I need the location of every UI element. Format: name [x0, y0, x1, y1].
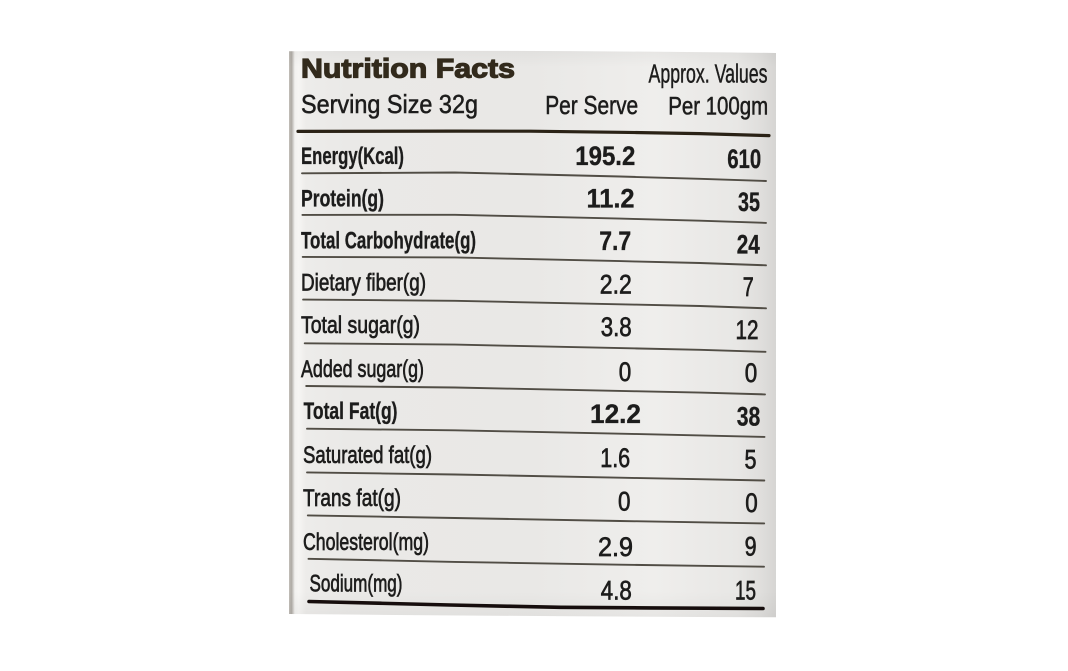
svg-text:Energy(Kcal): Energy(Kcal) — [301, 143, 404, 170]
svg-text:Saturated fat(g): Saturated fat(g) — [303, 442, 432, 469]
svg-text:Per 100gm: Per 100gm — [668, 92, 768, 120]
svg-text:Trans fat(g): Trans fat(g) — [303, 485, 401, 512]
svg-text:Total sugar(g): Total sugar(g) — [301, 312, 420, 339]
svg-text:Cholesterol(mg): Cholesterol(mg) — [303, 529, 429, 556]
svg-text:5: 5 — [745, 445, 757, 475]
svg-text:9: 9 — [745, 531, 757, 561]
svg-text:24: 24 — [737, 230, 760, 260]
svg-text:195.2: 195.2 — [575, 141, 635, 171]
svg-text:0: 0 — [618, 486, 631, 516]
svg-text:7.7: 7.7 — [599, 226, 631, 256]
svg-text:1.6: 1.6 — [600, 443, 630, 473]
svg-text:Nutrition Facts: Nutrition Facts — [301, 53, 515, 83]
svg-text:2.9: 2.9 — [598, 532, 633, 562]
svg-text:3.8: 3.8 — [601, 312, 632, 342]
svg-text:Total Carbohydrate(g): Total Carbohydrate(g) — [301, 227, 476, 254]
svg-text:Serving Size 32g: Serving Size 32g — [301, 89, 478, 119]
svg-text:7: 7 — [743, 272, 754, 302]
svg-text:Total Fat(g): Total Fat(g) — [304, 398, 398, 425]
svg-text:12.2: 12.2 — [590, 399, 641, 429]
svg-text:2.2: 2.2 — [600, 270, 632, 300]
svg-text:15: 15 — [735, 575, 756, 605]
svg-text:4.8: 4.8 — [601, 575, 632, 605]
svg-text:35: 35 — [738, 187, 760, 217]
svg-text:0: 0 — [619, 357, 632, 387]
svg-text:11.2: 11.2 — [587, 184, 635, 214]
svg-text:610: 610 — [727, 144, 761, 174]
svg-text:12: 12 — [736, 315, 759, 345]
svg-text:0: 0 — [745, 358, 758, 388]
svg-text:Per Serve: Per Serve — [545, 90, 638, 120]
svg-text:Approx. Values: Approx. Values — [649, 61, 768, 89]
svg-text:Sodium(mg): Sodium(mg) — [310, 571, 403, 598]
svg-text:0: 0 — [745, 488, 758, 518]
svg-text:Added sugar(g): Added sugar(g) — [301, 356, 424, 383]
svg-text:Protein(g): Protein(g) — [301, 185, 384, 212]
svg-text:Dietary fiber(g): Dietary fiber(g) — [301, 270, 426, 297]
svg-text:38: 38 — [737, 401, 761, 431]
